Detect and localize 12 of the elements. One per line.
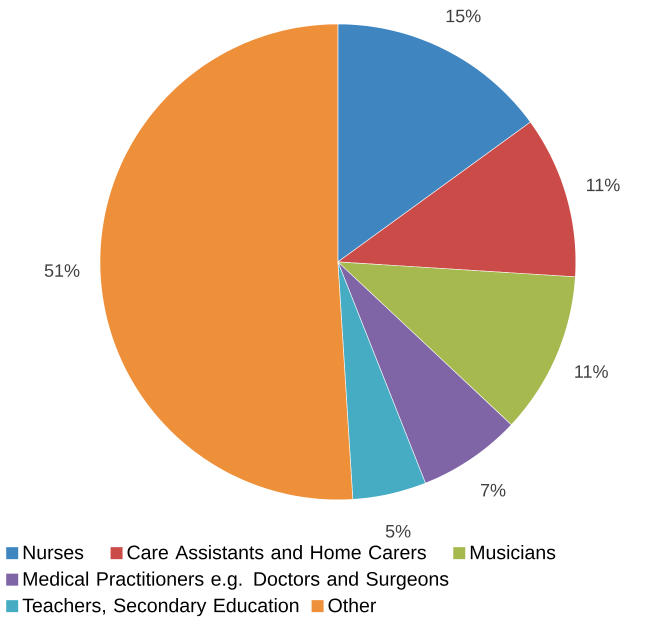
data-label: 51% [44,264,80,278]
legend-label: Teachers, Secondary Education [22,598,298,616]
data-label: 11% [575,365,608,378]
data-label: 15% [446,10,481,22]
legend-label: Other [328,598,376,612]
legend-label: Nurses [24,546,84,560]
data-label: 7% [480,484,506,497]
data-label: 11% [586,178,620,192]
legend-label: Care Assistants and Home Carers [128,545,426,560]
data-label: 5% [386,525,410,538]
legend-label: Medical Practitioners e.g. Doctors and Surgeons [24,572,448,590]
legend-label: Musicians [470,545,556,560]
